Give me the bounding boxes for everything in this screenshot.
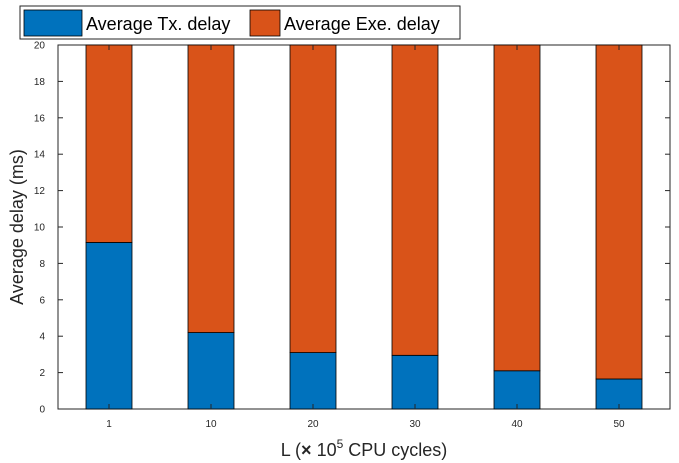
x-axis-label-prefix: L ( xyxy=(281,440,301,460)
x-axis-label: L (× 105 CPU cycles) xyxy=(281,437,448,460)
x-tick-label-1: 1 xyxy=(106,419,112,430)
x-axis-label-base: 10 xyxy=(312,440,337,460)
bar-tx-1 xyxy=(85,242,133,410)
bar-tx-10 xyxy=(187,332,235,410)
y-tick-label-4: 4 xyxy=(39,332,45,343)
y-axis-label: Average delay (ms) xyxy=(7,149,27,305)
x-axis: 1 10 20 30 40 50 xyxy=(106,45,625,430)
legend-box xyxy=(19,5,461,40)
x-axis-label-exponent: 5 xyxy=(337,437,344,451)
x-axis-label-suffix: CPU cycles) xyxy=(343,440,447,460)
bar-tx-20 xyxy=(289,352,337,410)
x-tick-label-20: 20 xyxy=(307,419,319,430)
y-tick-label-10: 10 xyxy=(34,223,46,234)
bar-tx-30 xyxy=(391,354,439,410)
y-tick-label-20: 20 xyxy=(34,41,46,52)
legend-swatch-exe-delay xyxy=(249,9,281,37)
bar-exe-20 xyxy=(289,44,337,353)
y-axis: 0 2 4 6 8 10 12 14 16 18 20 xyxy=(34,41,670,416)
x-axis-label-times: × xyxy=(301,440,312,460)
y-tick-label-2: 2 xyxy=(39,368,45,379)
bar-exe-40 xyxy=(493,44,541,372)
plot-area xyxy=(57,44,671,410)
legend-swatch-tx-delay xyxy=(23,9,83,37)
x-tick-label-40: 40 xyxy=(511,419,523,430)
y-tick-label-14: 14 xyxy=(34,150,46,161)
bar-exe-1 xyxy=(85,44,133,243)
bar-exe-50 xyxy=(595,44,643,380)
bar-exe-10 xyxy=(187,44,235,333)
legend: Average Tx. delay Average Exe. delay xyxy=(19,5,461,40)
y-tick-label-12: 12 xyxy=(34,186,46,197)
x-tick-label-10: 10 xyxy=(205,419,217,430)
bars xyxy=(85,44,643,410)
y-tick-label-16: 16 xyxy=(34,113,46,124)
legend-label-exe-delay: Average Exe. delay xyxy=(284,14,440,34)
bar-tx-40 xyxy=(493,370,541,410)
y-tick-label-6: 6 xyxy=(39,295,45,306)
bar-tx-50 xyxy=(595,378,643,410)
bar-exe-30 xyxy=(391,44,439,356)
y-tick-label-8: 8 xyxy=(39,259,45,270)
x-tick-label-50: 50 xyxy=(613,419,625,430)
legend-label-tx-delay: Average Tx. delay xyxy=(86,14,230,34)
y-tick-label-0: 0 xyxy=(39,405,45,416)
x-tick-label-30: 30 xyxy=(409,419,421,430)
y-tick-label-18: 18 xyxy=(34,77,46,88)
